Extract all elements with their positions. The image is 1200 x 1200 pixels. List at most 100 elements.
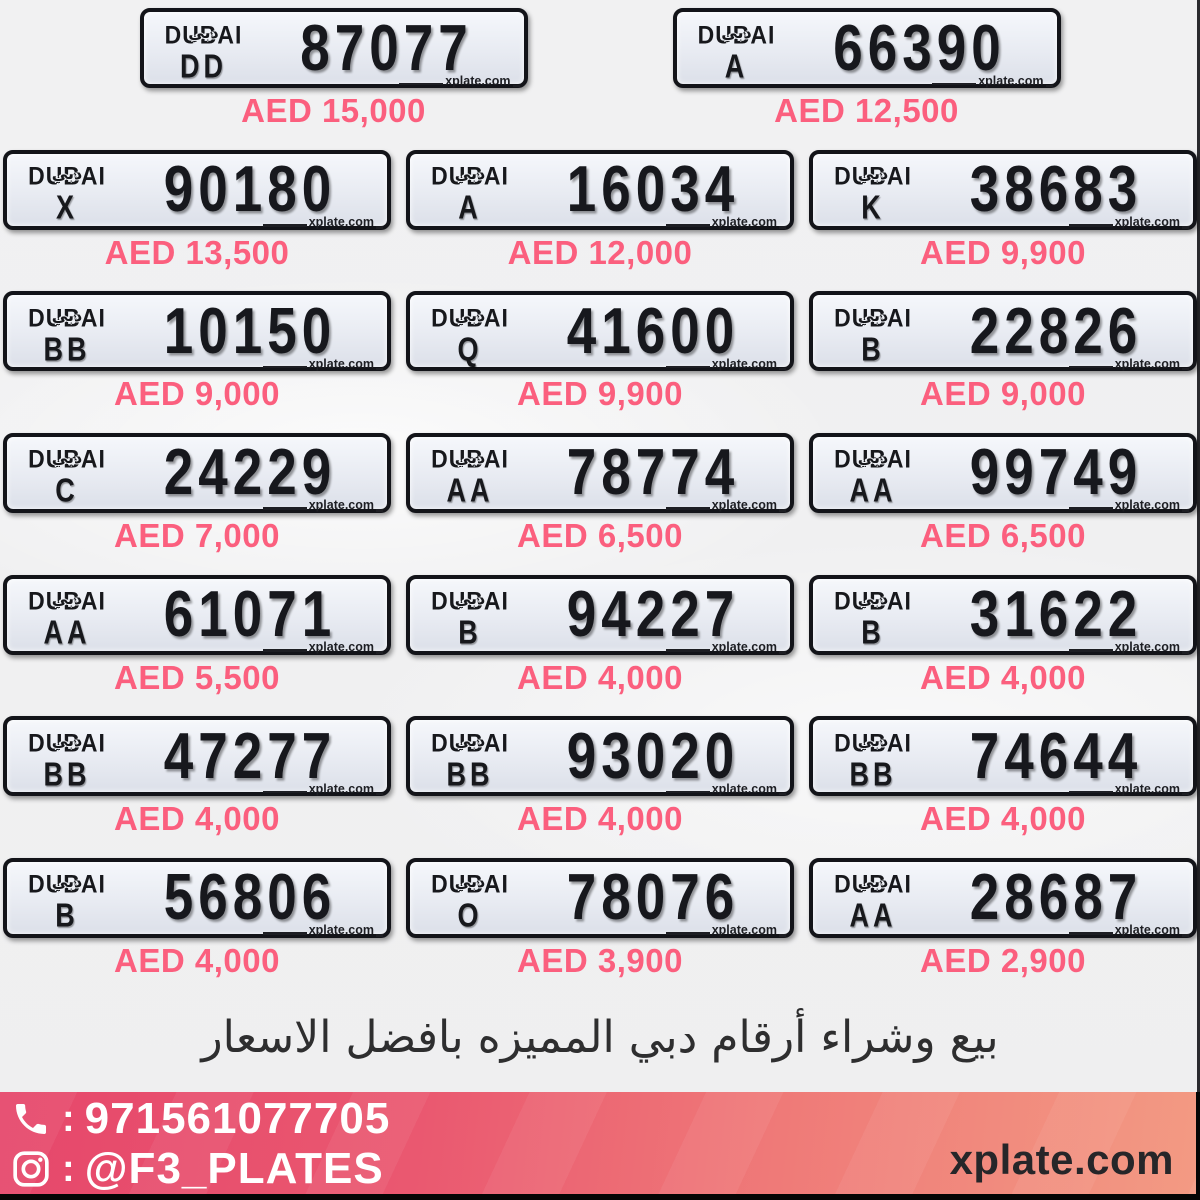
plate-listing: DUBAI دبي B 94227 xplate.com AED 4,000 — [406, 574, 794, 696]
watermark-text: xplate.com — [1114, 498, 1180, 513]
plate-code: BB — [446, 755, 494, 793]
watermark-line — [665, 224, 710, 227]
plate-listing: DUBAI دبي BB 93020 xplate.com AED 4,000 — [406, 716, 794, 837]
dubai-logo-arabic: دبي — [857, 730, 889, 750]
plate-price: AED 6,500 — [517, 516, 683, 554]
watermark-line — [1068, 649, 1113, 652]
watermark-text: xplate.com — [711, 781, 777, 796]
xplate-watermark: xplate.com — [262, 358, 383, 371]
license-plate: DUBAI دبي Q 41600 xplate.com — [406, 291, 794, 372]
plate-listing: DUBAI دبي Q 41600 xplate.com AED 9,900 — [406, 291, 794, 412]
watermark-line — [262, 649, 307, 652]
plate-head: DUBAI دبي BB — [410, 728, 530, 791]
plate-head: DUBAI دبي B — [410, 586, 530, 650]
dubai-logo-latin: DUBAI — [28, 303, 106, 332]
dubai-logo-arabic: دبي — [454, 589, 486, 609]
dubai-logo: DUBAI دبي — [834, 870, 912, 899]
dubai-logo-latin: DUBAI — [431, 586, 509, 615]
plate-price: AED 4,000 — [920, 800, 1086, 838]
license-plate: DUBAI دبي B 31622 xplate.com — [809, 574, 1197, 655]
dubai-logo: DUBAI دبي — [431, 586, 509, 615]
plate-code: B — [861, 330, 885, 368]
plate-listing: DUBAI دبي O 78076 xplate.com AED 3,900 — [406, 857, 794, 979]
dubai-logo-latin: DUBAI — [28, 161, 106, 191]
xplate-watermark: xplate.com — [665, 499, 786, 512]
dubai-logo-arabic: دبي — [51, 872, 83, 892]
dubai-logo: DUBAI دبي — [834, 589, 912, 614]
plate-code: C — [55, 471, 79, 510]
plate-code: BB — [43, 755, 91, 793]
watermark-text: xplate.com — [711, 923, 777, 938]
plate-code: BB — [849, 755, 897, 793]
instagram-line: : @F3_PLATES — [8, 1144, 390, 1194]
plate-head: DUBAI دبي AA — [410, 444, 530, 508]
plate-number: 16034 — [566, 153, 740, 226]
watermark-text: xplate.com — [308, 498, 374, 513]
dubai-logo-arabic: دبي — [188, 22, 219, 42]
watermark-line — [1068, 932, 1113, 935]
plate-number: 99749 — [969, 436, 1143, 509]
plate-price: AED 12,500 — [774, 92, 959, 129]
plate-price: AED 9,900 — [517, 375, 683, 413]
watermark-text: xplate.com — [711, 640, 777, 655]
plate-price: AED 4,000 — [114, 941, 280, 979]
plate-price: AED 13,500 — [104, 233, 290, 271]
plate-listing: DUBAI دبي X 90180 xplate.com AED 13,500 — [3, 149, 391, 271]
watermark-text: xplate.com — [1114, 923, 1180, 938]
dubai-logo-arabic: دبي — [857, 305, 889, 325]
xplate-watermark: xplate.com — [665, 215, 786, 230]
dubai-logo-latin: DUBAI — [834, 161, 912, 191]
xplate-watermark: xplate.com — [665, 781, 786, 796]
dubai-logo-arabic: دبي — [454, 872, 486, 892]
plate-code: AA — [849, 896, 897, 935]
license-plate: DUBAI دبي X 90180 xplate.com — [3, 149, 391, 230]
watermark-text: xplate.com — [978, 73, 1044, 88]
plate-number: 93020 — [566, 720, 740, 793]
dubai-logo: DUBAI دبي — [431, 164, 509, 189]
plate-listing: DUBAI دبي A 66390 xplate.com AED 12,500 — [672, 8, 1061, 129]
plate-listing: DUBAI دبي AA 28687 xplate.com AED 2,900 — [809, 857, 1197, 979]
plate-listing: DUBAI دبي AA 61071 xplate.com AED 5,500 — [3, 574, 391, 696]
plate-price: AED 5,500 — [114, 658, 280, 696]
dubai-logo-latin: DUBAI — [834, 870, 912, 899]
xplate-watermark: xplate.com — [262, 498, 383, 513]
xplate-watermark: xplate.com — [262, 641, 383, 654]
plate-head: DUBAI دبي AA — [7, 586, 127, 650]
dubai-logo-arabic: دبي — [51, 730, 83, 750]
plate-price: AED 6,500 — [920, 516, 1086, 554]
dubai-logo-arabic: دبي — [857, 872, 889, 892]
watermark-line — [665, 507, 710, 510]
watermark-line — [262, 507, 307, 510]
plate-head: DUBAI دبي B — [813, 586, 933, 650]
watermark-tail — [376, 509, 383, 512]
watermark-tail — [779, 226, 786, 229]
dubai-logo-arabic: دبي — [454, 730, 486, 750]
plate-price: AED 4,000 — [920, 658, 1086, 696]
dubai-logo: DUBAI دبي — [431, 305, 509, 330]
plate-row: DUBAI دبي DD 87077 xplate.com AED 15,000… — [0, 8, 1200, 129]
watermark-text: xplate.com — [308, 215, 374, 230]
dubai-logo-arabic: دبي — [857, 447, 889, 467]
phone-line: : 971561077705 — [8, 1094, 390, 1144]
license-plate: DUBAI دبي AA 78774 xplate.com — [406, 432, 794, 513]
watermark-line — [1068, 365, 1113, 369]
plate-listing: DUBAI دبي DD 87077 xplate.com AED 15,000 — [139, 8, 528, 129]
dubai-logo-latin: DUBAI — [28, 445, 106, 474]
watermark-tail — [512, 84, 520, 87]
license-plate: DUBAI دبي BB 10150 xplate.com — [3, 291, 391, 372]
dubai-logo: DUBAI دبي — [431, 872, 509, 897]
instagram-handle: @F3_PLATES — [84, 1144, 384, 1193]
plate-head: DUBAI دبي O — [410, 869, 530, 933]
plate-price: AED 3,900 — [517, 941, 683, 979]
xplate-watermark: xplate.com — [262, 781, 383, 796]
watermark-text: xplate.com — [711, 215, 777, 230]
contact-block: : 971561077705 : @F3_PLATES — [8, 1094, 390, 1194]
watermark-line — [1068, 507, 1113, 510]
plate-price: AED 9,000 — [114, 375, 280, 413]
watermark-tail — [779, 792, 786, 796]
watermark-text: xplate.com — [308, 781, 374, 796]
plate-code: BB — [43, 330, 91, 368]
plate-code: A — [458, 188, 482, 227]
plate-number: 94227 — [566, 578, 740, 651]
watermark-tail — [779, 651, 786, 654]
